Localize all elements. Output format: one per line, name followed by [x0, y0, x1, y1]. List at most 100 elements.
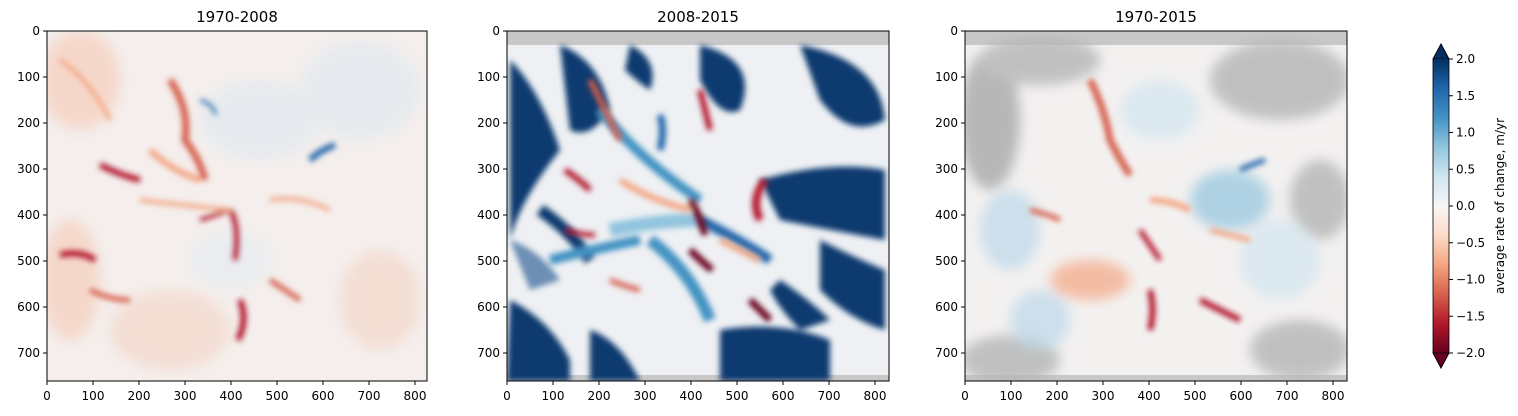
- y-tick-label: 200: [17, 116, 40, 130]
- panel-title: 2008-2015: [657, 8, 739, 26]
- y-tick-label: 400: [17, 208, 40, 222]
- x-tick: 500: [726, 381, 748, 403]
- colorbar-tick: 0.5: [1449, 162, 1475, 176]
- colorbar-tick: −2.0: [1449, 346, 1485, 360]
- x-tick: 700: [1276, 381, 1299, 403]
- x-tick-label: 600: [312, 389, 335, 403]
- x-tick: 300: [634, 381, 657, 403]
- x-tick: 700: [818, 381, 841, 403]
- y-tick-label: 700: [935, 346, 958, 360]
- x-tick: 800: [1322, 381, 1345, 403]
- x-tick-label: 300: [1092, 389, 1115, 403]
- x-tick: 600: [1230, 381, 1253, 403]
- x-axis: 0 100 200 300 400 500 600 700 800: [503, 381, 886, 403]
- x-tick: 100: [82, 381, 104, 403]
- y-tick: 700: [17, 346, 47, 360]
- x-tick-label: 300: [174, 389, 197, 403]
- x-tick: 800: [864, 381, 887, 403]
- y-tick-label: 200: [477, 116, 500, 130]
- colorbar-tick: 1.5: [1449, 89, 1475, 103]
- x-tick-label: 0: [503, 389, 511, 403]
- y-tick-label: 600: [17, 300, 40, 314]
- x-tick-label: 800: [404, 389, 427, 403]
- x-tick: 0: [43, 381, 51, 403]
- x-tick-label: 800: [1322, 389, 1345, 403]
- x-tick-label: 700: [818, 389, 841, 403]
- colorbar-tick-label: 1.0: [1456, 126, 1475, 140]
- colorbar-tick: −1.5: [1449, 309, 1485, 323]
- y-tick-label: 300: [477, 162, 500, 176]
- colorbar-ticks: 2.0 1.5 1.0 0.5 0.0 −0.5 −1.0 −1.5 −2.0: [1449, 52, 1485, 360]
- y-axis: 0 100 200 300 400 500 600 700: [17, 24, 47, 360]
- heatmap-image: [507, 31, 889, 381]
- x-axis: 0 100 200 300 400 500 600 700 800: [961, 381, 1344, 403]
- x-tick-label: 0: [961, 389, 969, 403]
- panel-title: 1970-2008: [196, 8, 278, 26]
- y-tick: 600: [935, 300, 965, 314]
- y-tick-label: 500: [935, 254, 958, 268]
- y-tick-label: 0: [950, 24, 958, 38]
- colorbar: 2.0 1.5 1.0 0.5 0.0 −0.5 −1.0 −1.5 −2.0 …: [1432, 43, 1507, 369]
- x-tick-label: 200: [1046, 389, 1069, 403]
- x-tick-label: 100: [1000, 389, 1023, 403]
- x-tick-label: 400: [680, 389, 703, 403]
- heatmap-image: [965, 31, 1347, 381]
- x-tick: 100: [1000, 381, 1023, 403]
- y-tick: 0: [950, 24, 965, 38]
- colorbar-tick: 0.0: [1449, 199, 1475, 213]
- colorbar-tick-label: −1.5: [1456, 309, 1485, 323]
- colorbar-extend-max: [1432, 43, 1450, 60]
- colorbar-tick-label: 0.5: [1456, 162, 1475, 176]
- y-tick: 100: [935, 70, 965, 84]
- y-tick-label: 0: [492, 24, 500, 38]
- x-tick-label: 600: [772, 389, 795, 403]
- x-tick-label: 400: [1138, 389, 1161, 403]
- x-tick-label: 800: [864, 389, 887, 403]
- y-axis: 0 100 200 300 400 500 600 700: [935, 24, 965, 360]
- y-tick: 0: [492, 24, 507, 38]
- x-tick-label: 600: [1230, 389, 1253, 403]
- x-tick: 700: [358, 381, 380, 403]
- colorbar-label: average rate of change, m/yr: [1493, 118, 1507, 294]
- panel-1970-2008: 1970-2008: [17, 8, 428, 403]
- y-tick-label: 700: [477, 346, 500, 360]
- colorbar-tick: 2.0: [1449, 52, 1475, 66]
- x-tick: 800: [404, 381, 427, 403]
- colorbar-tick-label: 2.0: [1456, 52, 1475, 66]
- heatmap-image: [47, 31, 427, 381]
- y-tick: 400: [477, 208, 507, 222]
- x-tick: 0: [961, 381, 969, 403]
- x-tick-label: 300: [634, 389, 657, 403]
- x-tick-label: 0: [43, 389, 51, 403]
- x-tick: 100: [542, 381, 564, 403]
- y-tick: 600: [17, 300, 47, 314]
- y-tick: 700: [477, 346, 507, 360]
- colorbar-tick: 1.0: [1449, 126, 1475, 140]
- x-tick-label: 700: [1276, 389, 1299, 403]
- y-tick: 500: [477, 254, 507, 268]
- x-tick: 300: [1092, 381, 1115, 403]
- colorbar-tick-label: −2.0: [1456, 346, 1485, 360]
- colorbar-extend-min: [1432, 352, 1450, 369]
- y-tick-label: 400: [935, 208, 958, 222]
- y-tick-label: 100: [17, 70, 40, 84]
- y-tick: 700: [935, 346, 965, 360]
- y-tick-label: 100: [477, 70, 500, 84]
- y-tick-label: 300: [935, 162, 958, 176]
- y-tick-label: 0: [32, 24, 40, 38]
- y-tick: 300: [477, 162, 507, 176]
- y-tick-label: 600: [935, 300, 958, 314]
- x-tick: 200: [1046, 381, 1069, 403]
- x-tick-label: 200: [588, 389, 611, 403]
- x-tick-label: 200: [128, 389, 151, 403]
- y-tick-label: 300: [17, 162, 40, 176]
- x-tick-label: 400: [220, 389, 243, 403]
- x-tick: 400: [680, 381, 703, 403]
- x-tick: 600: [772, 381, 795, 403]
- x-tick-label: 500: [266, 389, 289, 403]
- x-axis: 0 100 200 300 400 500 600 700 800: [43, 381, 426, 403]
- y-tick: 300: [935, 162, 965, 176]
- y-tick: 200: [935, 116, 965, 130]
- y-tick-label: 500: [477, 254, 500, 268]
